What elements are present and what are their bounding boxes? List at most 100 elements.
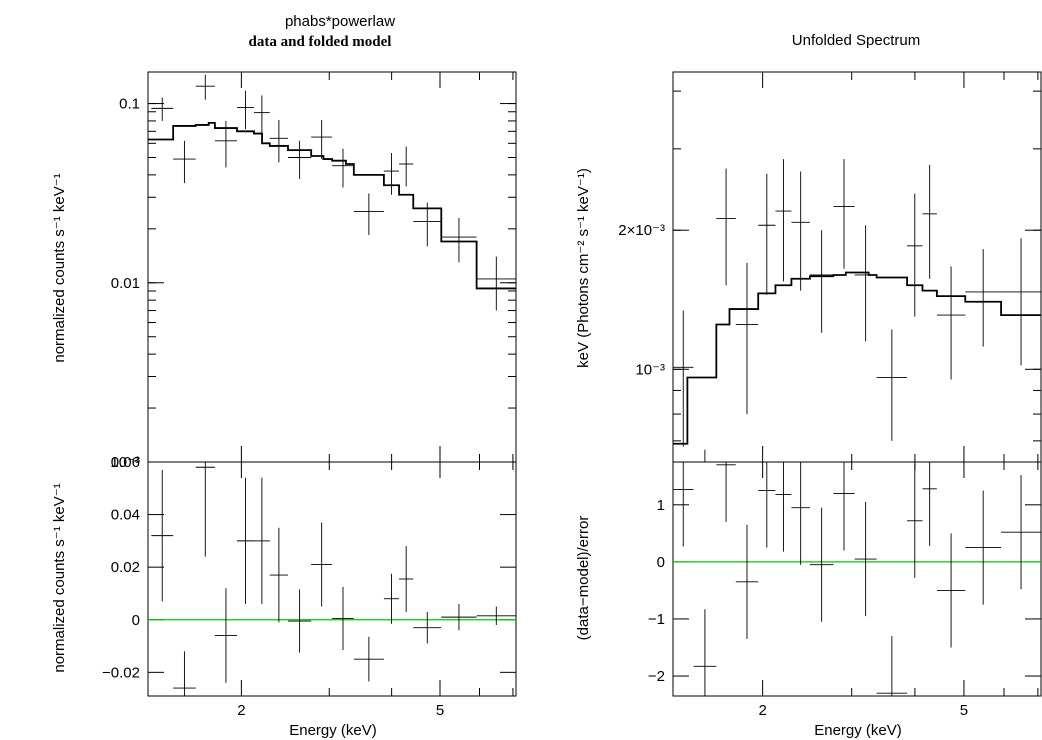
data-point [833,462,855,551]
left-subtitle: data and folded model [249,34,392,50]
data-point [854,225,877,342]
data-point [311,522,333,607]
x-tick-label: 2 [237,702,245,719]
y-tick-label: 2×10⁻³ [618,222,665,239]
unfolded-spectrum-panel: 2×10⁻³ 10⁻³ [618,71,1042,463]
data-point [673,462,694,547]
data-point [965,249,1002,347]
plot-frame [672,71,1042,463]
data-point [704,449,706,462]
data-point [311,119,333,160]
y-tick-label: 0.04 [111,507,140,524]
y-tick-label: −2 [648,668,665,685]
data-point [236,90,255,130]
left-title: phabs*powerlaw [285,13,395,30]
data-point [809,507,834,622]
y-tick-label: 0.1 [119,96,140,113]
data-point [791,171,810,291]
data-point [288,140,312,179]
data-point [383,152,400,195]
y-tick-label: −1 [648,611,665,628]
data-point [151,97,174,121]
folded-model-step [673,271,1041,445]
data-point [833,159,855,269]
folded-model-step [148,121,516,290]
y-tick-label: 0.06 [111,454,140,471]
data-point [353,193,384,235]
data-point [254,477,270,604]
data-point [476,606,516,626]
data-point [269,119,289,163]
data-point [758,173,776,295]
data-point [735,262,759,415]
y-tick-label: 0 [132,612,140,629]
data-point [383,573,400,624]
x-tick-label: 5 [960,702,968,719]
data-point [399,546,414,612]
data-point [332,148,354,188]
counts-residual-panel: 0.06 0.04 0.02 0 −0.02 2 5 [102,454,517,719]
counts-spectrum-panel: 0.1 0.01 10⁻³ [110,71,517,471]
data-point [693,609,717,696]
data-point [269,527,289,623]
data-point [476,256,516,311]
data-point [173,651,196,696]
data-point [214,588,237,683]
right-title: Unfolded Spectrum [792,32,920,49]
left-top-y-axis-label: normalized counts s⁻¹ keV⁻¹ [51,173,68,362]
right-bottom-y-axis-label: (data−model)/error [575,516,592,641]
data-point [716,462,736,522]
left-bottom-y-axis-label: normalized counts s⁻¹ keV⁻¹ [51,483,68,672]
y-tick-label: 10⁻³ [635,361,665,378]
data-point [775,462,792,552]
x-tick-label: 5 [436,702,444,719]
data-point [288,589,312,653]
data-point [441,603,477,631]
data-point [1001,475,1041,590]
y-tick-label: −0.02 [102,664,140,681]
data-point [353,636,384,682]
data-point [1001,238,1041,366]
data-point [195,74,215,100]
left-x-axis-label: Energy (keV) [289,722,377,739]
data-point [854,501,877,617]
data-point [332,586,354,650]
data-point [775,159,792,282]
data-point [413,611,442,644]
right-top-y-axis-label: keV (Photons cm⁻² s⁻¹ keV⁻¹) [575,168,592,368]
data-point [809,230,834,333]
data-point [413,202,442,247]
data-point [907,463,923,578]
y-tick-label: 1 [657,497,665,514]
data-point [907,193,923,317]
y-tick-label: 0.02 [111,559,140,576]
data-point [236,477,255,604]
data-point [922,462,937,546]
data-point [254,95,270,135]
plot-frame [147,71,517,463]
data-point [173,140,196,184]
data-point [936,266,966,380]
plot-frame [672,461,1042,697]
data-point [673,310,694,447]
y-tick-label: 0.01 [111,275,140,292]
data-point [735,524,759,639]
y-tick-label: 0 [657,554,665,571]
data-point [936,533,966,648]
data-point [791,462,810,565]
data-point [195,462,215,557]
data-point [922,164,937,279]
data-point [441,217,477,263]
sigma-residual-panel: 1 0 −1 −2 2 5 [648,461,1042,719]
x-tick-label: 2 [758,702,766,719]
data-point [965,490,1002,605]
data-point [876,329,908,441]
data-point [758,462,776,548]
right-x-axis-label: Energy (keV) [814,722,902,739]
data-point [716,168,736,286]
plot-frame [147,461,517,697]
data-point [399,146,414,187]
data-point [151,469,174,602]
y-tick-label: 10⁻³ [110,454,140,471]
